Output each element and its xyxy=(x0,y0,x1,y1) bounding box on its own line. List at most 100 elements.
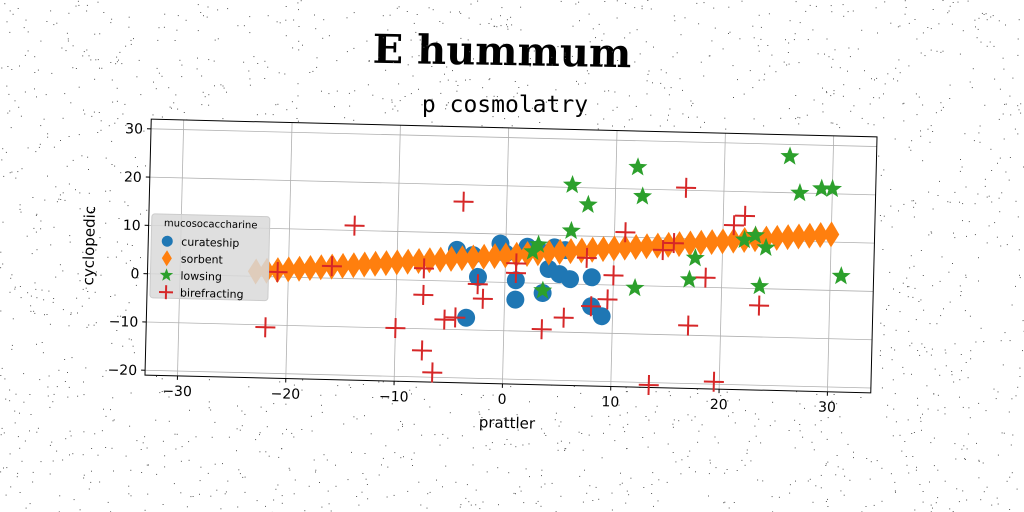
point-sorbent xyxy=(627,233,644,260)
x-tick-label: 10 xyxy=(601,394,619,410)
point-sorbent xyxy=(551,238,568,265)
point-sorbent xyxy=(562,238,579,265)
point-sorbent xyxy=(280,256,297,283)
legend-item: sorbent xyxy=(161,250,224,267)
point-birefracting xyxy=(321,256,342,277)
point-curateship xyxy=(592,307,611,326)
point-lowsing xyxy=(523,241,543,260)
point-sorbent xyxy=(399,248,416,275)
point-birefracting xyxy=(676,177,697,198)
legend-item: lowsing xyxy=(159,268,222,284)
legend-item: birefracting xyxy=(158,285,244,302)
point-sorbent xyxy=(334,252,351,279)
point-birefracting xyxy=(467,274,488,295)
point-lowsing xyxy=(822,178,843,198)
legend-marker-curateship xyxy=(161,235,173,247)
point-lowsing xyxy=(756,237,776,256)
point-birefracting xyxy=(603,265,624,286)
x-gridline xyxy=(827,135,835,392)
legend-label: sorbent xyxy=(181,253,224,267)
legend-label: birefracting xyxy=(180,287,244,302)
legend: mucosocaccharine curateship sorbent lowsing… xyxy=(149,213,271,302)
x-tick-label: 30 xyxy=(818,400,836,416)
point-birefracting xyxy=(531,319,552,340)
point-sorbent xyxy=(465,244,482,271)
point-birefracting xyxy=(267,262,288,283)
point-sorbent xyxy=(497,242,514,269)
point-birefracting xyxy=(652,240,673,261)
point-sorbent xyxy=(454,245,471,272)
point-sorbent xyxy=(443,245,460,272)
x-gridline xyxy=(718,133,726,390)
x-tick-label: −30 xyxy=(162,384,192,401)
point-sorbent xyxy=(823,221,840,248)
point-sorbent xyxy=(801,222,818,249)
legend-marker-sorbent xyxy=(161,250,172,267)
point-lowsing xyxy=(745,225,765,244)
point-birefracting xyxy=(422,362,443,383)
point-birefracting xyxy=(663,233,684,254)
series-birefracting xyxy=(255,177,770,396)
point-lowsing xyxy=(628,157,648,176)
point-sorbent xyxy=(432,246,449,273)
point-lowsing xyxy=(685,248,705,267)
chart-subtitle: p cosmolatry xyxy=(421,92,589,118)
point-birefracting xyxy=(505,263,527,284)
x-axis-label: prattler xyxy=(479,413,536,432)
point-birefracting xyxy=(581,296,602,317)
point-birefracting xyxy=(703,371,724,392)
point-lowsing xyxy=(533,280,553,299)
point-sorbent xyxy=(617,234,634,261)
point-sorbent xyxy=(703,229,720,256)
series-lowsing xyxy=(523,146,851,299)
point-lowsing xyxy=(790,183,810,202)
point-birefracting xyxy=(445,307,466,328)
point-birefracting xyxy=(553,307,574,328)
point-birefracting xyxy=(411,340,433,361)
legend-marker-lowsing xyxy=(159,268,174,281)
y-tick-label: −20 xyxy=(107,362,137,379)
point-birefracting xyxy=(749,295,770,316)
legend-label: curateship xyxy=(181,236,239,250)
point-lowsing xyxy=(831,266,851,285)
point-sorbent xyxy=(291,255,308,282)
point-birefracting xyxy=(695,267,716,288)
point-sorbent xyxy=(475,243,492,270)
point-birefracting xyxy=(434,309,455,330)
x-tick-label: −20 xyxy=(270,386,300,403)
point-birefracting xyxy=(678,315,699,336)
point-birefracting xyxy=(723,215,744,236)
legend-item: curateship xyxy=(161,235,240,250)
point-sorbent xyxy=(660,231,677,258)
x-tick-label: 20 xyxy=(710,397,728,413)
point-lowsing xyxy=(750,276,770,295)
point-sorbent xyxy=(378,250,395,277)
point-lowsing xyxy=(812,178,832,197)
point-sorbent xyxy=(790,223,807,250)
point-sorbent xyxy=(606,235,623,262)
point-lowsing xyxy=(633,186,653,205)
point-birefracting xyxy=(453,191,474,212)
point-birefracting xyxy=(255,317,276,338)
point-curateship xyxy=(506,290,525,309)
point-birefracting xyxy=(472,288,493,309)
point-lowsing xyxy=(735,230,755,249)
y-tick-label: −10 xyxy=(109,314,139,331)
point-sorbent xyxy=(638,233,655,260)
point-sorbent xyxy=(584,236,601,263)
y-tick-label: 10 xyxy=(123,218,141,234)
y-gridline xyxy=(149,176,876,196)
point-birefracting xyxy=(615,222,636,243)
point-sorbent xyxy=(313,254,330,281)
y-gridline xyxy=(150,128,877,147)
y-axis-label: cyclopedic xyxy=(79,206,99,286)
plot-area: −30 −20 −10 0 10 20 30 −20 −10 0 10 20 30 prattler cyc… xyxy=(79,118,878,433)
y-tick-label: 0 xyxy=(130,266,139,282)
point-birefracting xyxy=(638,374,659,396)
legend-title: mucosocaccharine xyxy=(164,218,258,231)
legend-marker-birefracting xyxy=(158,285,174,300)
point-curateship xyxy=(582,268,601,287)
point-sorbent xyxy=(541,239,558,266)
point-sorbent xyxy=(693,229,710,256)
point-curateship xyxy=(457,308,476,327)
